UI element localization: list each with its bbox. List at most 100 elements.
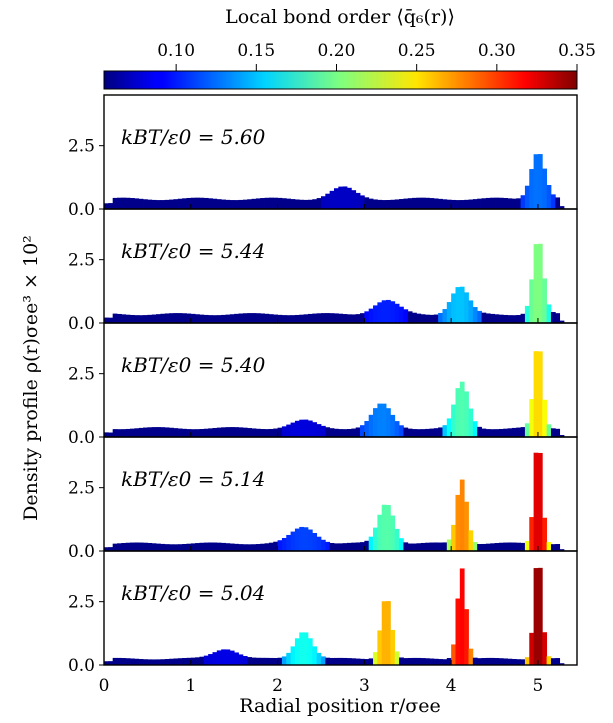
histogram-bar bbox=[455, 598, 461, 665]
histogram-bar bbox=[481, 198, 487, 209]
histogram-bar bbox=[364, 197, 370, 209]
histogram-bar bbox=[559, 206, 565, 209]
histogram-bar bbox=[498, 428, 504, 437]
histogram-bar bbox=[160, 313, 166, 323]
histogram-bar bbox=[164, 544, 170, 551]
histogram-bar bbox=[329, 542, 335, 551]
histogram-bar bbox=[533, 154, 539, 209]
histogram-bar bbox=[242, 544, 248, 551]
histogram-bar bbox=[294, 528, 300, 551]
histogram-bar bbox=[177, 198, 183, 209]
histogram-bar bbox=[386, 601, 391, 665]
histogram-bar bbox=[329, 313, 335, 323]
histogram-bar bbox=[177, 313, 183, 323]
histogram-bar bbox=[333, 543, 339, 551]
histogram-bar bbox=[121, 542, 127, 551]
histogram-bar bbox=[373, 652, 378, 665]
histogram-bar bbox=[342, 429, 348, 437]
histogram-bar bbox=[416, 313, 422, 323]
histogram-bar bbox=[264, 543, 270, 551]
histogram-bar bbox=[182, 428, 187, 437]
histogram-bar bbox=[247, 199, 252, 209]
histogram-bar bbox=[307, 420, 313, 437]
histogram-bar bbox=[425, 542, 430, 551]
histogram-bar bbox=[173, 428, 179, 437]
histogram-bar bbox=[416, 543, 422, 551]
histogram-bar bbox=[438, 542, 443, 551]
histogram-bar bbox=[403, 658, 409, 665]
histogram-bar bbox=[360, 542, 365, 551]
histogram-bar bbox=[156, 200, 161, 209]
histogram-bar bbox=[299, 526, 305, 551]
histogram-bar bbox=[329, 657, 335, 665]
histogram-bar bbox=[268, 542, 274, 551]
histogram-bar bbox=[347, 314, 352, 323]
histogram-bar bbox=[307, 638, 313, 665]
histogram-bar bbox=[238, 313, 244, 323]
histogram-bar bbox=[524, 657, 530, 665]
histogram-bar bbox=[351, 542, 357, 551]
histogram-bar bbox=[186, 429, 192, 437]
histogram-bar bbox=[333, 428, 339, 437]
panel-annotation: kBT/ε0 = 5.40 bbox=[121, 353, 266, 377]
histogram-bar bbox=[260, 429, 265, 437]
histogram-bar bbox=[542, 399, 548, 437]
histogram-bar bbox=[412, 312, 417, 323]
histogram-bar bbox=[117, 313, 122, 323]
histogram-bar bbox=[303, 199, 309, 209]
histogram-bar bbox=[503, 197, 508, 209]
histogram-bar bbox=[294, 199, 300, 209]
histogram-bar bbox=[277, 314, 283, 323]
histogram-bar bbox=[125, 658, 131, 665]
histogram-bar bbox=[164, 313, 170, 323]
histogram-bar bbox=[190, 197, 196, 209]
histogram-bar bbox=[264, 657, 270, 665]
histogram-bar bbox=[546, 185, 552, 209]
histogram-bar bbox=[537, 351, 543, 437]
histogram-bar bbox=[264, 429, 270, 437]
histogram-bar bbox=[407, 657, 413, 665]
histogram-bar bbox=[407, 543, 413, 551]
histogram-bar bbox=[377, 514, 383, 551]
histogram-bar bbox=[472, 199, 478, 209]
histogram-bar bbox=[559, 663, 565, 665]
histogram-bar bbox=[507, 658, 513, 665]
histogram-bar bbox=[182, 543, 187, 551]
histogram-bar bbox=[381, 504, 387, 551]
histogram-bar bbox=[173, 199, 179, 209]
histogram-bar bbox=[221, 649, 226, 665]
histogram-bar bbox=[247, 313, 252, 323]
histogram-bar bbox=[481, 428, 487, 437]
histogram-bar bbox=[377, 403, 383, 437]
histogram-bar bbox=[403, 542, 409, 551]
histogram-bar bbox=[147, 427, 153, 437]
histogram-bar bbox=[195, 197, 200, 209]
histogram-bar bbox=[307, 529, 313, 551]
histogram-bar bbox=[117, 429, 122, 437]
histogram-bar bbox=[216, 315, 222, 323]
histogram-bar bbox=[112, 429, 118, 437]
histogram-bar bbox=[234, 200, 239, 209]
x-tick-label: 0 bbox=[99, 676, 110, 696]
histogram-bar bbox=[182, 313, 187, 323]
histogram-bar bbox=[355, 542, 361, 551]
histogram-bar bbox=[390, 301, 396, 323]
histogram-bar bbox=[464, 391, 469, 437]
histogram-bar bbox=[516, 315, 521, 323]
histogram-bar bbox=[273, 197, 278, 209]
histogram-bar bbox=[151, 199, 157, 209]
histogram-bar bbox=[364, 540, 370, 551]
histogram-bar bbox=[190, 543, 196, 551]
histogram-bar bbox=[125, 197, 131, 209]
histogram-bar bbox=[347, 658, 352, 665]
panel-5: 0.0 2.5 kBT/ε0 = 5.04 bbox=[68, 550, 578, 676]
histogram-bar bbox=[277, 540, 283, 551]
histogram-bar bbox=[312, 313, 318, 323]
histogram-bar bbox=[559, 435, 565, 437]
histogram-bar bbox=[399, 538, 404, 551]
histogram-bar bbox=[147, 314, 153, 323]
histogram-bar bbox=[368, 536, 374, 551]
histogram-bar bbox=[169, 313, 174, 323]
histogram-bar bbox=[199, 197, 205, 209]
histogram-bar bbox=[329, 190, 335, 209]
